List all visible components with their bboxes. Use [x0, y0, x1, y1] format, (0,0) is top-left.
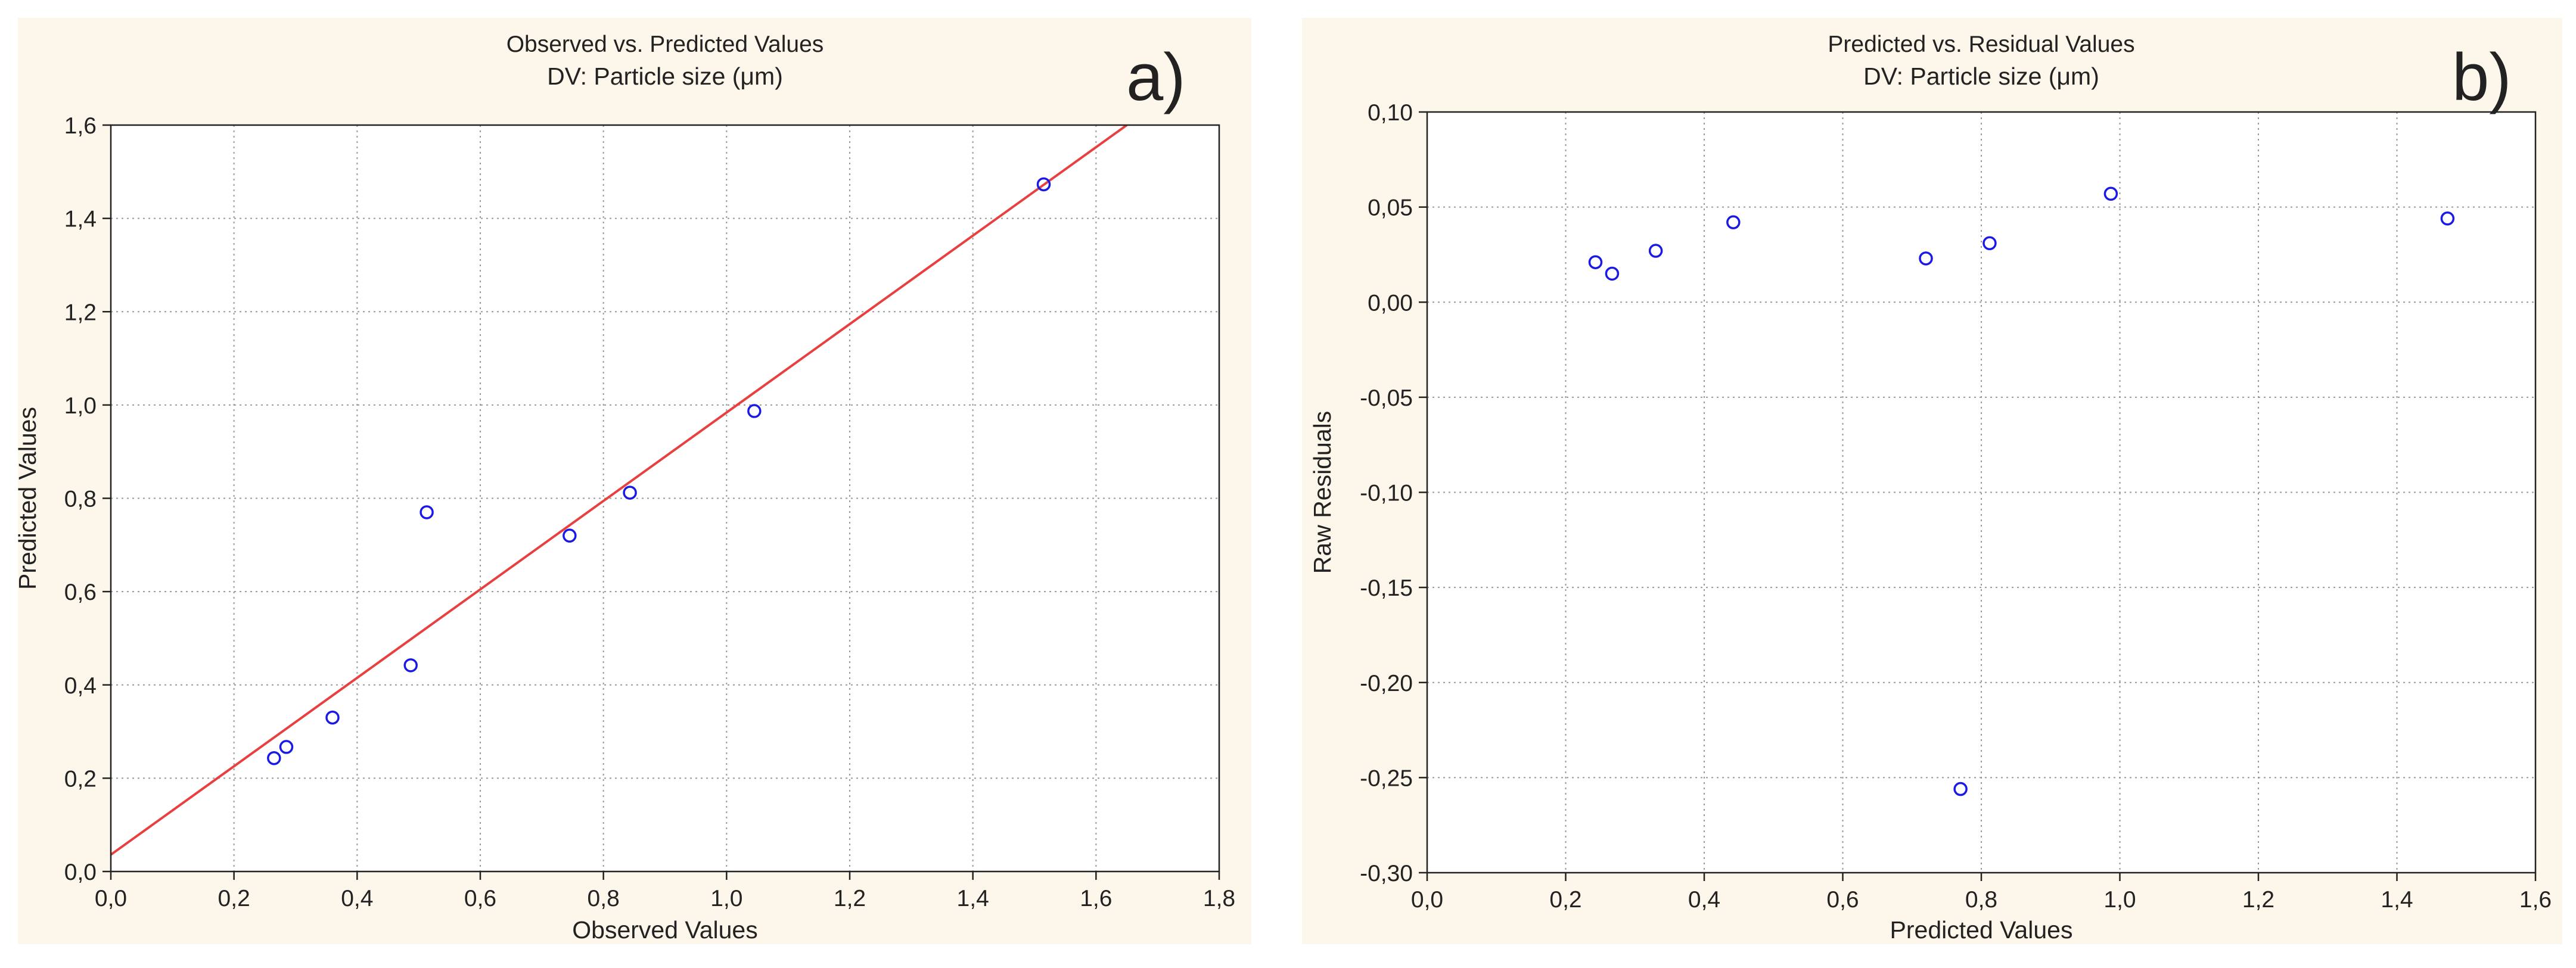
y-tick-label: 1,6 — [64, 113, 97, 139]
data-point — [1953, 782, 1968, 796]
predicted-vs-residual-chart: 0,0 0,2 0,4 0,6 0,8 1,0 1,2 1,4 1,6 -0,30 -0,25 -0,… — [1309, 32, 2552, 944]
x-axis-title: Predicted Values — [1890, 916, 2073, 944]
data-point — [267, 751, 281, 765]
data-point — [1726, 215, 1741, 229]
data-point — [623, 485, 637, 500]
x-tick-label: 1,0 — [710, 886, 742, 911]
x-tick-label: 1,6 — [2519, 887, 2552, 913]
x-tick-label: 0,0 — [1411, 887, 1443, 913]
y-tick-label: -0,25 — [1360, 765, 1413, 791]
x-tick-label: 0,4 — [341, 886, 373, 911]
y-tick-label: -0,15 — [1360, 575, 1413, 601]
x-tick-label: 1,4 — [2381, 887, 2413, 913]
x-tick-label: 0,8 — [588, 886, 620, 911]
y-tick-label: -0,05 — [1360, 385, 1413, 411]
y-tick-label: 0,00 — [1368, 290, 1413, 316]
y-tick-label: 0,4 — [64, 673, 97, 699]
x-tick-label: 0,0 — [95, 886, 127, 911]
y-tick-label: -0,30 — [1360, 861, 1413, 886]
panel-label: b) — [2452, 40, 2512, 114]
data-point — [403, 658, 418, 673]
x-tick-label: 0,6 — [464, 886, 496, 911]
chart-panel-a: 0,0 0,2 0,4 0,6 0,8 1,0 1,2 1,4 1,6 1,8 0,0 0,2 0,4 0… — [18, 18, 1251, 944]
y-tick-label: 0,10 — [1368, 100, 1413, 126]
x-tick-label: 1,6 — [1080, 886, 1112, 911]
y-tick-label: -0,10 — [1360, 481, 1413, 506]
chart-title: Observed vs. Predicted Values — [507, 32, 824, 57]
x-tick-label: 0,2 — [1549, 887, 1581, 913]
x-tick-label: 1,4 — [957, 886, 989, 911]
chart-subtitle: DV: Particle size (μm) — [1863, 63, 2099, 90]
chart-subtitle: DV: Particle size (μm) — [547, 63, 783, 90]
y-tick-label: 1,0 — [64, 393, 97, 419]
data-point — [1036, 177, 1051, 192]
data-point — [747, 404, 762, 418]
data-point — [563, 528, 577, 543]
data-point — [2103, 186, 2118, 201]
y-tick-label: 0,8 — [64, 487, 97, 512]
data-point — [2440, 211, 2455, 226]
x-tick-label: 0,2 — [218, 886, 250, 911]
chart-title: Predicted vs. Residual Values — [1828, 32, 2134, 57]
x-tick-label: 0,8 — [1965, 887, 1997, 913]
data-point — [1648, 244, 1663, 258]
y-tick-label: -0,20 — [1360, 671, 1413, 696]
y-tick-label: 0,0 — [64, 860, 97, 885]
x-tick-label: 1,8 — [1203, 886, 1235, 911]
data-point — [1605, 266, 1620, 281]
y-tick-label: 1,4 — [64, 207, 97, 232]
y-axis-title: Raw Residuals — [1309, 411, 1336, 574]
y-tick-label: 0,6 — [64, 580, 97, 605]
x-axis-title: Observed Values — [572, 916, 757, 944]
x-tick-label: 1,0 — [2103, 887, 2136, 913]
y-tick-label: 1,2 — [64, 300, 97, 325]
y-tick-label: 0,05 — [1368, 195, 1413, 221]
x-tick-label: 0,6 — [1826, 887, 1859, 913]
x-tick-label: 1,2 — [834, 886, 866, 911]
data-point — [1919, 251, 1933, 266]
fit-line — [111, 125, 1128, 856]
data-point — [1983, 236, 1997, 251]
observed-vs-predicted-chart: 0,0 0,2 0,4 0,6 0,8 1,0 1,2 1,4 1,6 1,8 0,0 0,2 0,4 0… — [18, 32, 1235, 944]
data-point — [420, 505, 434, 519]
data-point — [279, 740, 294, 754]
chart-panel-b: 0,0 0,2 0,4 0,6 0,8 1,0 1,2 1,4 1,6 -0,30 -0,25 -0,… — [1302, 18, 2562, 944]
panel-label: a) — [1126, 40, 1186, 114]
data-point — [325, 710, 340, 725]
x-tick-label: 1,2 — [2242, 887, 2274, 913]
x-tick-label: 0,4 — [1688, 887, 1720, 913]
y-axis-title: Predicted Values — [18, 407, 41, 590]
data-point — [1588, 255, 1603, 269]
y-tick-label: 0,2 — [64, 766, 97, 792]
